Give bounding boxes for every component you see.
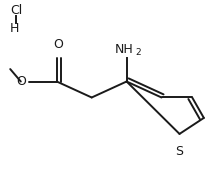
Text: H: H [10, 22, 20, 35]
Text: NH: NH [115, 43, 134, 56]
Text: O: O [16, 75, 26, 88]
Text: Cl: Cl [10, 4, 22, 17]
Text: 2: 2 [135, 48, 141, 57]
Text: O: O [53, 38, 63, 51]
Text: S: S [176, 146, 184, 158]
